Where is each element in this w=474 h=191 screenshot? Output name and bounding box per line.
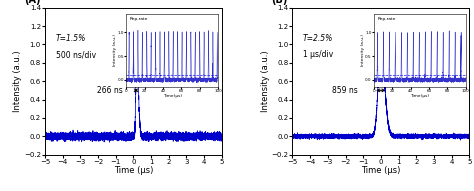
Text: 859 ns: 859 ns (332, 86, 358, 95)
Text: (B): (B) (271, 0, 288, 5)
X-axis label: Time (μs): Time (μs) (361, 166, 401, 175)
Y-axis label: Intensity (a.u.): Intensity (a.u.) (261, 50, 270, 112)
Text: T=2.5%: T=2.5% (303, 34, 334, 43)
Text: 266 ns: 266 ns (97, 86, 122, 95)
Text: T=1.5%: T=1.5% (55, 34, 86, 43)
Y-axis label: Intensity (a.u.): Intensity (a.u.) (13, 50, 22, 112)
Text: 500 ns/div: 500 ns/div (55, 50, 96, 59)
X-axis label: Time (μs): Time (μs) (114, 166, 153, 175)
Text: 1 μs/div: 1 μs/div (303, 50, 333, 59)
Text: (A): (A) (24, 0, 40, 5)
